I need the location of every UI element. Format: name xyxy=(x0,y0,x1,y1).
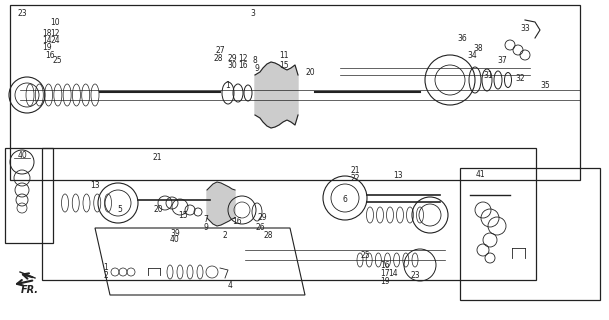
Text: 8: 8 xyxy=(253,55,258,65)
Text: 40: 40 xyxy=(17,150,27,159)
Text: 2: 2 xyxy=(223,230,227,239)
Text: 20: 20 xyxy=(153,205,163,214)
Text: 15: 15 xyxy=(279,60,289,69)
Text: 32: 32 xyxy=(515,74,525,83)
Text: 16: 16 xyxy=(232,218,242,227)
Text: 12: 12 xyxy=(238,53,248,62)
Text: FR.: FR. xyxy=(21,285,39,295)
Bar xyxy=(10,5,580,180)
Text: 28: 28 xyxy=(213,53,223,62)
Text: 17: 17 xyxy=(380,268,390,277)
Text: 1: 1 xyxy=(104,263,108,273)
Text: 12: 12 xyxy=(51,28,60,37)
Text: 25: 25 xyxy=(360,251,370,260)
Bar xyxy=(42,148,536,280)
Text: 23: 23 xyxy=(17,9,27,18)
Text: 29: 29 xyxy=(227,53,237,62)
Text: 19: 19 xyxy=(380,276,390,285)
Text: 38: 38 xyxy=(473,44,483,52)
Text: 24: 24 xyxy=(50,36,60,44)
Text: 28: 28 xyxy=(263,231,273,241)
Text: 27: 27 xyxy=(215,45,225,54)
Text: 33: 33 xyxy=(520,23,530,33)
Text: 3: 3 xyxy=(250,9,255,18)
Text: 39: 39 xyxy=(170,228,180,237)
Text: 5: 5 xyxy=(118,205,122,214)
Text: 29: 29 xyxy=(257,213,267,222)
Text: 6: 6 xyxy=(342,196,348,204)
Text: 13: 13 xyxy=(393,171,403,180)
Text: 19: 19 xyxy=(42,43,52,52)
Bar xyxy=(5,148,53,243)
Text: 2: 2 xyxy=(104,271,108,281)
Text: 14: 14 xyxy=(42,36,52,44)
Text: 16: 16 xyxy=(238,60,248,69)
Text: 40: 40 xyxy=(170,236,180,244)
Text: 25: 25 xyxy=(52,55,62,65)
Text: 15: 15 xyxy=(178,211,188,220)
Text: 36: 36 xyxy=(457,34,467,43)
Text: 37: 37 xyxy=(497,55,507,65)
Text: 1: 1 xyxy=(225,81,230,90)
Text: 13: 13 xyxy=(90,180,100,189)
Text: 22: 22 xyxy=(350,173,360,182)
Polygon shape xyxy=(207,182,235,226)
Text: 16: 16 xyxy=(45,51,55,60)
Text: 9: 9 xyxy=(203,223,208,233)
Text: 21: 21 xyxy=(350,165,360,174)
Text: 26: 26 xyxy=(255,223,265,233)
Text: 16: 16 xyxy=(380,260,390,269)
Text: 10: 10 xyxy=(50,18,60,27)
Bar xyxy=(460,168,600,300)
Text: 23: 23 xyxy=(410,270,420,279)
Text: 14: 14 xyxy=(388,268,398,277)
Text: 7: 7 xyxy=(203,215,208,225)
Text: 35: 35 xyxy=(540,81,550,90)
Text: 9: 9 xyxy=(255,63,259,73)
Text: 11: 11 xyxy=(280,51,289,60)
Text: 34: 34 xyxy=(467,51,477,60)
Text: 41: 41 xyxy=(475,170,485,179)
Text: 30: 30 xyxy=(227,60,237,69)
Text: 31: 31 xyxy=(483,70,493,79)
Text: 21: 21 xyxy=(152,153,162,162)
Text: 18: 18 xyxy=(42,28,52,37)
Polygon shape xyxy=(255,62,298,128)
Text: 4: 4 xyxy=(228,281,233,290)
Text: 20: 20 xyxy=(305,68,315,76)
